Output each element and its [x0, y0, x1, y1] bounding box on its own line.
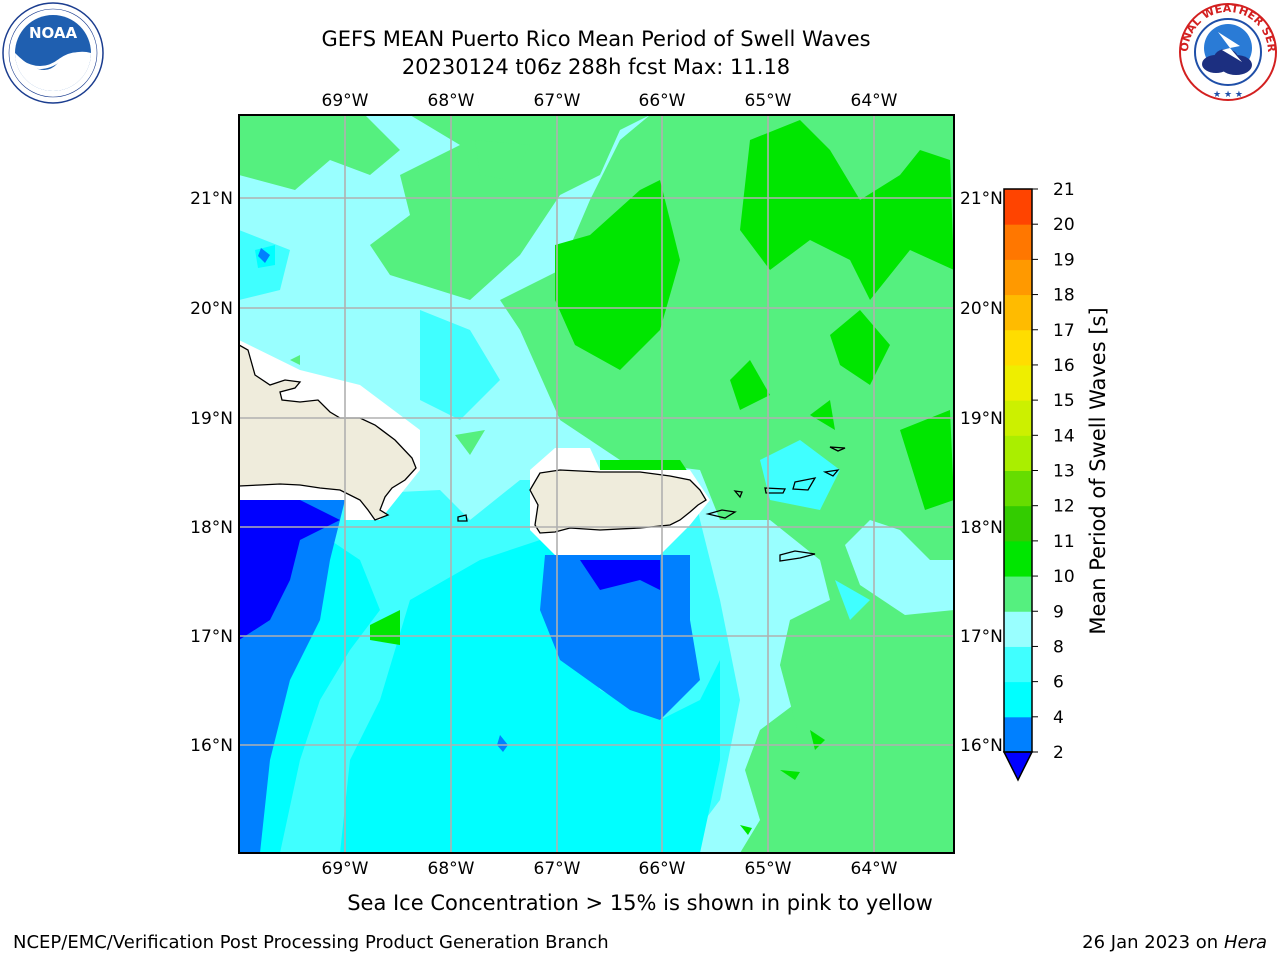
- lat-label-right: 21°N: [960, 189, 1003, 209]
- date-text: 26 Jan 2023 on Hera: [1082, 932, 1267, 953]
- chart-subtitle: 20230124 t06z 288h fcst Max: 11.18: [401, 55, 791, 79]
- colorbar-tick-label: 17: [1053, 321, 1075, 341]
- colorbar-swatch: [1004, 329, 1032, 366]
- host-name: Hera: [1223, 932, 1267, 953]
- chart-title: GEFS MEAN Puerto Rico Mean Period of Swe…: [321, 27, 871, 51]
- svg-text:★ ★ ★: ★ ★ ★: [1213, 90, 1243, 100]
- colorbar-tick-label: 21: [1053, 180, 1075, 200]
- date-label: 26 Jan 2023 on: [1082, 932, 1219, 953]
- colorbar-swatch: [1004, 576, 1032, 612]
- colorbar-tick-label: 16: [1053, 356, 1075, 376]
- lon-label-bottom: 69°W: [322, 859, 369, 879]
- colorbar-swatch: [1004, 400, 1032, 436]
- colorbar-swatch: [1004, 716, 1032, 753]
- contour-below-2: [239, 500, 660, 640]
- lat-label-left: 17°N: [190, 627, 233, 647]
- colorbar-tick-label: 2: [1053, 743, 1064, 763]
- colorbar-tick-label: 20: [1053, 215, 1075, 235]
- lat-label-left: 18°N: [190, 518, 233, 538]
- colorbar-tick-label: 10: [1053, 567, 1075, 587]
- sea-ice-note: Sea Ice Concentration > 15% is shown in …: [347, 891, 933, 915]
- colorbar-swatch: [1004, 364, 1032, 401]
- colorbar-swatch: [1004, 646, 1032, 683]
- colorbar-swatch: [1004, 611, 1032, 647]
- credit-text: NCEP/EMC/Verification Post Processing Pr…: [13, 932, 609, 953]
- lat-label-left: 20°N: [190, 299, 233, 319]
- colorbar-tick-label: 4: [1053, 708, 1064, 728]
- noaa-logo-icon: NOAA: [2, 2, 104, 104]
- hispaniola-land: [239, 344, 417, 521]
- lat-label-left: 21°N: [190, 189, 233, 209]
- map-frame: [238, 114, 955, 854]
- graticule: [239, 115, 954, 853]
- colorbar-swatch: [1004, 259, 1032, 296]
- colorbar-swatch: [1004, 540, 1032, 577]
- colorbar-swatch: [1004, 294, 1032, 331]
- colorbar-label: Mean Period of Swell Waves [s]: [1086, 307, 1110, 634]
- colorbar-tick-label: 6: [1053, 673, 1064, 693]
- lon-label-top: 67°W: [534, 91, 581, 111]
- colorbar-tick-label: 12: [1053, 497, 1075, 517]
- colorbar-swatch: [1004, 189, 1032, 225]
- colorbar-tick-label: 9: [1053, 602, 1064, 622]
- colorbar-tick-label: 8: [1053, 637, 1064, 657]
- lat-label-right: 20°N: [960, 299, 1003, 319]
- colorbar-tick-label: 18: [1053, 286, 1075, 306]
- colorbar-swatch: [1004, 681, 1032, 718]
- colorbar-tick-label: 15: [1053, 391, 1075, 411]
- lat-label-right: 18°N: [960, 518, 1003, 538]
- colorbar-swatch: [1004, 505, 1032, 542]
- lat-label-left: 16°N: [190, 736, 233, 756]
- virgin-islands: [457, 446, 846, 562]
- colorbar-swatch: [1004, 470, 1032, 507]
- colorbar-tick-label: 19: [1053, 250, 1075, 270]
- colorbar-tick-label: 14: [1053, 426, 1075, 446]
- lon-label-top: 66°W: [639, 91, 686, 111]
- lon-label-top: 64°W: [851, 91, 898, 111]
- lon-label-top: 68°W: [428, 91, 475, 111]
- lon-label-top: 69°W: [322, 91, 369, 111]
- colorbar-swatch: [1004, 435, 1032, 471]
- lon-label-bottom: 64°W: [851, 859, 898, 879]
- lon-label-top: 65°W: [745, 91, 792, 111]
- lat-label-left: 19°N: [190, 409, 233, 429]
- colorbar-tick-label: 11: [1053, 532, 1075, 552]
- lon-label-bottom: 66°W: [639, 859, 686, 879]
- colorbar-tick-label: 13: [1053, 462, 1075, 482]
- colorbar-under-triangle: [1002, 751, 1034, 782]
- lon-label-bottom: 67°W: [534, 859, 581, 879]
- lat-label-right: 19°N: [960, 409, 1003, 429]
- lon-label-bottom: 68°W: [428, 859, 475, 879]
- colorbar: 2 4 6 8 9 10 11 12 13 14 15 16 17 18 19 20 21: [1002, 180, 1075, 782]
- lat-label-right: 17°N: [960, 627, 1003, 647]
- lat-label-right: 16°N: [960, 736, 1003, 756]
- nws-logo-icon: NATIONAL WEATHER SERVICE ★ ★ ★: [1178, 2, 1278, 101]
- noaa-logo-text: NOAA: [29, 24, 78, 42]
- swell-period-field: [239, 115, 954, 853]
- lon-label-bottom: 65°W: [745, 859, 792, 879]
- colorbar-swatch: [1004, 224, 1032, 260]
